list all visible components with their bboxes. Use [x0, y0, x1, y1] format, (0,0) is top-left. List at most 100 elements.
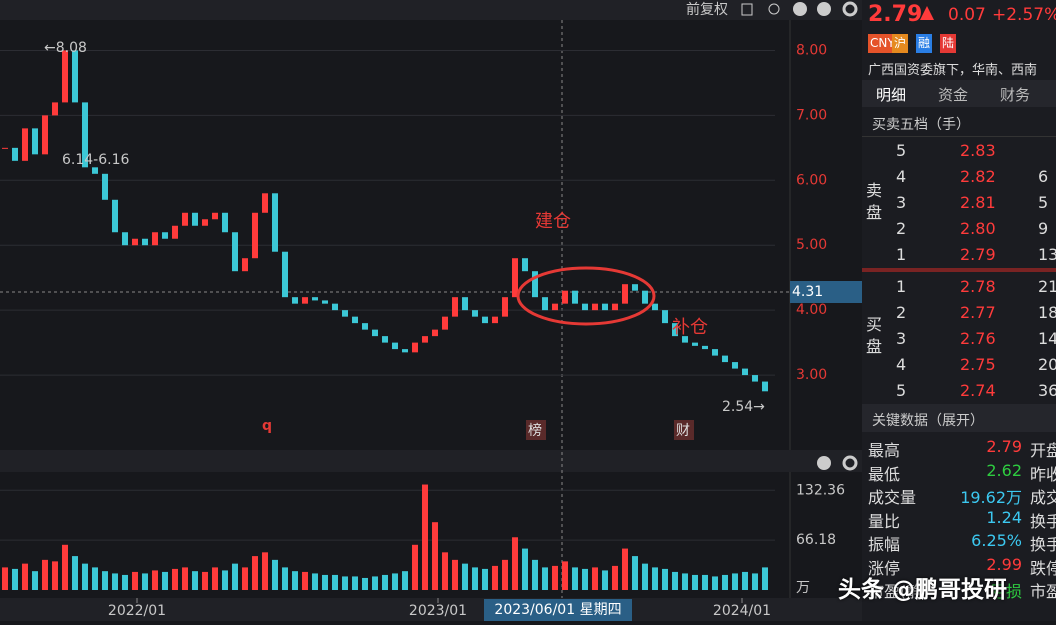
volume-bar — [132, 571, 138, 590]
volume: 18 — [1038, 303, 1056, 322]
x-tick-label: 2022/01 — [108, 603, 166, 619]
undo-icon[interactable] — [768, 3, 780, 15]
volume-bar — [82, 563, 88, 590]
event-box — [526, 420, 546, 440]
candle — [222, 212, 228, 233]
key-label: 振幅 — [868, 535, 901, 554]
settings-icon[interactable] — [842, 455, 858, 471]
volume-bar — [332, 574, 338, 590]
volume-bar — [692, 574, 698, 590]
volume-bar — [522, 548, 528, 590]
toolbar — [0, 0, 862, 20]
annotation: 6.14-6.16 — [62, 152, 129, 168]
key-label: 最高 — [868, 441, 901, 460]
volume-bar — [312, 573, 318, 590]
volume-bar — [632, 556, 638, 590]
key-label: 成交 — [1030, 488, 1056, 507]
candle — [42, 115, 48, 155]
y-tick-label: 8.00 — [796, 42, 827, 58]
section-title[interactable]: 关键数据（展开） — [872, 413, 984, 429]
volume-bar — [682, 573, 688, 590]
event-marker[interactable]: 财 — [676, 423, 690, 439]
volume-bar — [672, 571, 678, 590]
watermark: 头条 @鹏哥投研 — [838, 577, 1008, 603]
level: 5 — [896, 141, 907, 160]
volume-bar — [752, 573, 758, 590]
volume-bar — [622, 548, 628, 590]
key-row: 成交量 19.62万 成交 — [862, 481, 1056, 507]
volume-bar — [242, 567, 248, 590]
price: 2.83 — [960, 141, 996, 160]
volume-bar — [12, 568, 18, 590]
y-tick-label: 5.00 — [796, 237, 827, 253]
volume-bar — [582, 568, 588, 590]
price: 2.82 — [960, 167, 996, 186]
volume: 6 — [1038, 167, 1049, 186]
volume-bar — [322, 574, 328, 590]
volume-bar — [212, 567, 218, 590]
adjust-button[interactable]: 前复权 — [686, 1, 728, 18]
candle — [362, 323, 368, 330]
key-value: 6.25% — [971, 531, 1022, 550]
key-value: 19.62万 — [960, 488, 1022, 507]
level: 3 — [896, 329, 907, 348]
key-label: 换手 — [1030, 535, 1056, 554]
annotation: 建仓 — [535, 211, 571, 232]
volume-bar — [72, 556, 78, 590]
volume-bar — [102, 571, 108, 590]
volume-bar — [292, 571, 298, 590]
settings-icon[interactable] — [842, 1, 858, 17]
key-row: 市盈(静) 亏损 市盈 — [862, 575, 1056, 601]
candle — [122, 232, 128, 246]
event-marker[interactable]: q — [262, 418, 272, 434]
candle — [752, 375, 758, 382]
y-tick-label: 6.00 — [796, 172, 827, 188]
candle — [102, 173, 108, 200]
event-marker[interactable]: 榜 — [528, 422, 542, 439]
description: 广西国资委旗下，华南、西南 — [868, 63, 1038, 78]
volume-bar — [472, 567, 478, 590]
tab[interactable]: 明细 — [876, 86, 907, 104]
candle — [732, 362, 738, 369]
zoom-in-icon[interactable] — [793, 2, 807, 16]
level: 2 — [896, 303, 907, 322]
candle — [502, 297, 508, 317]
candle — [62, 50, 68, 103]
candle — [262, 193, 268, 213]
key-value: 亏损 — [989, 582, 1022, 601]
volume-bar — [192, 571, 198, 590]
candle — [762, 381, 768, 392]
candle — [82, 102, 88, 168]
key-value: 1.24 — [986, 507, 1022, 527]
candle — [162, 232, 168, 239]
book-row: 1 2.78 21 — [862, 274, 1056, 300]
volume-bar — [252, 556, 258, 590]
candle — [462, 297, 468, 311]
candle — [482, 316, 488, 324]
book-row: 5 2.83 — [862, 138, 1056, 164]
volume-bar — [342, 576, 348, 590]
volume-bar — [512, 537, 518, 590]
key-label: 涨停 — [868, 558, 901, 578]
tab[interactable]: 财务 — [1000, 86, 1031, 104]
candle — [372, 329, 378, 337]
candle — [442, 316, 448, 330]
key-label: 换手 — [1030, 511, 1056, 531]
tab[interactable]: 资金 — [938, 86, 969, 104]
volume-bar — [32, 571, 38, 590]
y-tick-label: 7.00 — [796, 107, 827, 123]
price: 2.74 — [960, 381, 996, 400]
volume-bar — [602, 570, 608, 590]
volume-bar — [552, 565, 558, 590]
crosshair-date-box — [484, 599, 632, 621]
key-label: 昨收 — [1030, 464, 1056, 484]
candle — [712, 349, 718, 356]
annotation: 补仓 — [672, 317, 708, 338]
volume-bar — [202, 571, 208, 590]
candle — [452, 297, 458, 317]
volume-bar — [652, 567, 658, 590]
zoom-out-icon[interactable] — [817, 2, 831, 16]
close-icon[interactable] — [817, 456, 831, 470]
candle — [312, 297, 318, 301]
lock-icon[interactable] — [741, 3, 753, 16]
